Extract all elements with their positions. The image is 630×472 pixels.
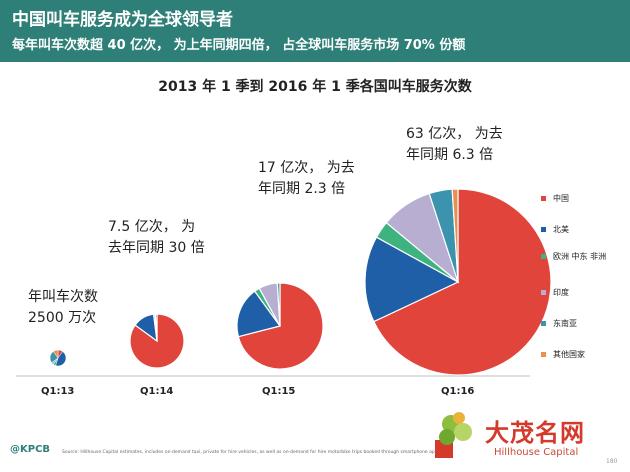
source-note: Source: Hillhouse Capital estimates, inc… — [62, 450, 442, 455]
pie-slice-q1-16-north-america — [364, 236, 460, 323]
annotation-2: 17 亿次， 为去年同期 2.3 倍 — [258, 160, 355, 197]
watermark-clover-icon — [435, 412, 472, 458]
legend-label-southeast-asia: 东南亚 — [553, 319, 577, 328]
legend-label-india: 印度 — [553, 288, 569, 297]
legend-swatch-china — [541, 196, 546, 201]
legend-label-north-america: 北美 — [553, 225, 569, 234]
category-label-2: Q1:15 — [262, 386, 295, 397]
legend-swatch-other — [541, 352, 546, 357]
watermark-subtext: Hillhouse Capital — [494, 447, 579, 458]
annotation-0: 年叫车次数 2500 万次 — [28, 288, 98, 326]
legend-swatch-emea — [541, 254, 546, 259]
watermark-text: 大茂名网 — [485, 419, 585, 447]
annotation-1: 7.5 亿次， 为去年同期 30 倍 — [108, 219, 205, 256]
slide-title: 中国叫车服务成为全球领导者 — [12, 10, 233, 30]
pie-slice-q1-15-southeast-asia — [276, 282, 281, 327]
header-bar — [0, 0, 630, 62]
pie-slice-q1-13-north-america — [55, 351, 67, 367]
pie-slice-q1-14-southeast-asia — [154, 313, 158, 342]
slide-subtitle: 每年叫车次数超 40 亿次， 为上年同期四倍， 占全球叫车服务市场 70% 份额 — [12, 38, 466, 53]
category-label-0: Q1:13 — [41, 386, 74, 397]
pie-slice-q1-13-other — [52, 349, 59, 359]
category-label-3: Q1:16 — [441, 386, 474, 397]
pie-slice-q1-16-other — [451, 188, 459, 283]
pie-slice-q1-16-china — [373, 188, 552, 376]
legend-label-china: 中国 — [553, 194, 569, 203]
legend-label-other: 其他国家 — [553, 350, 585, 359]
pie-slice-q1-15-north-america — [236, 290, 282, 338]
category-label-1: Q1:14 — [140, 386, 173, 397]
kpcb-logo: @KPCB — [10, 444, 51, 455]
chart-title: 2013 年 1 季到 2016 年 1 季各国叫车服务次数 — [158, 79, 472, 95]
legend-swatch-southeast-asia — [541, 321, 546, 326]
annotation-3: 63 亿次， 为去年同期 6.3 倍 — [406, 126, 503, 163]
page-number: 180 — [606, 458, 618, 465]
legend-swatch-north-america — [541, 227, 546, 232]
legend-swatch-india — [541, 290, 546, 295]
legend-label-emea: 欧洲 中东 非洲 — [553, 252, 607, 261]
